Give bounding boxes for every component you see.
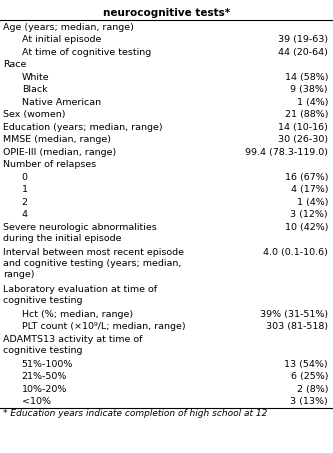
Text: Laboratory evaluation at time of
cognitive testing: Laboratory evaluation at time of cogniti… (3, 285, 158, 305)
Text: 14 (10-16): 14 (10-16) (278, 123, 328, 131)
Text: Black: Black (22, 85, 47, 94)
Text: At time of cognitive testing: At time of cognitive testing (22, 48, 151, 57)
Text: 3 (12%): 3 (12%) (290, 210, 328, 219)
Text: 44 (20-64): 44 (20-64) (278, 48, 328, 57)
Text: ADAMTS13 activity at time of
cognitive testing: ADAMTS13 activity at time of cognitive t… (3, 335, 143, 355)
Text: Hct (%; median, range): Hct (%; median, range) (22, 310, 133, 319)
Text: Native American: Native American (22, 97, 101, 106)
Text: 39% (31-51%): 39% (31-51%) (260, 310, 328, 319)
Text: 4 (17%): 4 (17%) (290, 185, 328, 194)
Text: 1 (4%): 1 (4%) (296, 198, 328, 207)
Text: Education (years; median, range): Education (years; median, range) (3, 123, 163, 131)
Text: 99.4 (78.3-119.0): 99.4 (78.3-119.0) (245, 148, 328, 157)
Text: * Education years indicate completion of high school at 12: * Education years indicate completion of… (3, 409, 268, 418)
Text: White: White (22, 72, 49, 82)
Text: 1 (4%): 1 (4%) (296, 97, 328, 106)
Text: Sex (women): Sex (women) (3, 110, 66, 119)
Text: 303 (81-518): 303 (81-518) (266, 323, 328, 332)
Text: 4.0 (0.1-10.6): 4.0 (0.1-10.6) (263, 247, 328, 256)
Text: 30 (26-30): 30 (26-30) (278, 135, 328, 144)
Text: 2: 2 (22, 198, 28, 207)
Text: Severe neurologic abnormalities
during the initial episode: Severe neurologic abnormalities during t… (3, 222, 157, 243)
Text: MMSE (median, range): MMSE (median, range) (3, 135, 111, 144)
Text: Number of relapses: Number of relapses (3, 160, 97, 169)
Text: 0: 0 (22, 173, 28, 182)
Text: 21%-50%: 21%-50% (22, 372, 67, 381)
Text: PLT count (×10⁹/L; median, range): PLT count (×10⁹/L; median, range) (22, 323, 185, 332)
Text: 6 (25%): 6 (25%) (290, 372, 328, 381)
Text: 1: 1 (22, 185, 28, 194)
Text: 3 (13%): 3 (13%) (290, 397, 328, 406)
Text: 21 (88%): 21 (88%) (284, 110, 328, 119)
Text: 39 (19-63): 39 (19-63) (278, 35, 328, 44)
Text: 2 (8%): 2 (8%) (296, 385, 328, 394)
Text: 4: 4 (22, 210, 28, 219)
Text: 16 (67%): 16 (67%) (284, 173, 328, 182)
Text: 10 (42%): 10 (42%) (284, 222, 328, 231)
Text: Interval between most recent episode
and cognitive testing (years; median,
range: Interval between most recent episode and… (3, 247, 184, 279)
Text: 14 (58%): 14 (58%) (284, 72, 328, 82)
Text: Age (years; median, range): Age (years; median, range) (3, 23, 134, 32)
Text: At initial episode: At initial episode (22, 35, 101, 44)
Text: 51%-100%: 51%-100% (22, 360, 73, 369)
Text: 9 (38%): 9 (38%) (290, 85, 328, 94)
Text: <10%: <10% (22, 397, 51, 406)
Text: 10%-20%: 10%-20% (22, 385, 67, 394)
Text: 13 (54%): 13 (54%) (284, 360, 328, 369)
Text: Race: Race (3, 60, 27, 69)
Text: neurocognitive tests*: neurocognitive tests* (103, 8, 230, 18)
Text: OPIE-III (median, range): OPIE-III (median, range) (3, 148, 117, 157)
